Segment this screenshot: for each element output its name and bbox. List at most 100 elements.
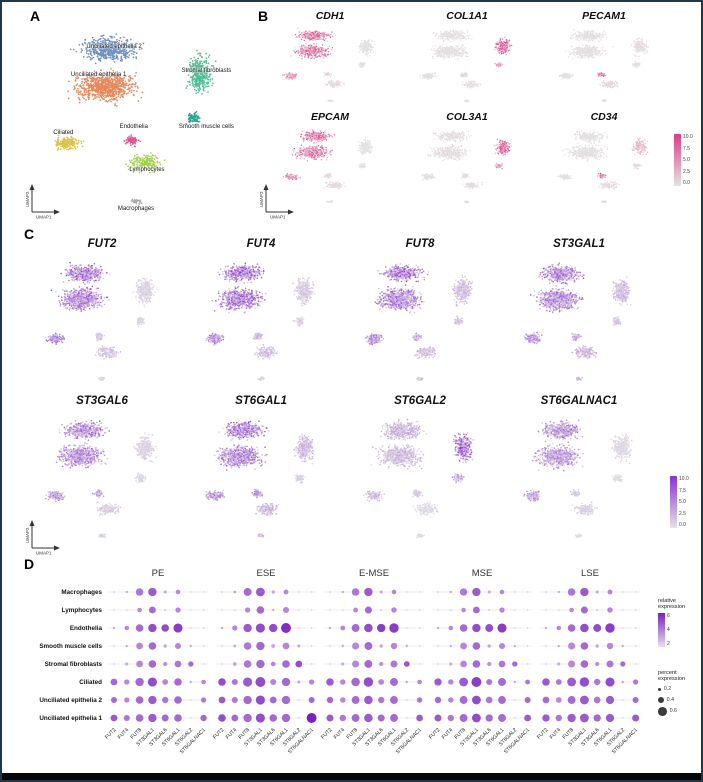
dotplot-dot	[233, 644, 237, 648]
dotplot-dot	[231, 678, 238, 686]
dotplot-dot	[135, 588, 144, 596]
dotplot-dot	[379, 661, 384, 667]
dotplot-dot	[593, 624, 602, 632]
dotplot-dot	[310, 609, 313, 611]
umap2-axis-label: UMAP2	[259, 191, 264, 207]
dotplot-dot	[243, 677, 253, 687]
dotplot-dot	[632, 714, 640, 722]
dotplot-dot	[162, 679, 169, 685]
dotplot-dot	[202, 609, 205, 611]
umap-axes-arrows: UMAP2 UMAP1	[25, 184, 60, 220]
dotplot-dot	[148, 606, 156, 614]
feature-plot-pecam1	[542, 23, 666, 107]
dotplot-row-label: Macrophages	[61, 589, 102, 596]
dotplot-dot	[113, 663, 115, 665]
dotplot-dot	[544, 626, 548, 630]
dotplot-dot	[351, 624, 360, 632]
dotplot-dot	[243, 660, 252, 668]
dotplot-dot	[557, 590, 560, 594]
relative-expression-legend: relative expression 6 4 2	[658, 598, 701, 647]
dotplot-dot	[437, 591, 439, 593]
dotplot-dot	[569, 607, 574, 613]
dotplot-dot	[390, 678, 398, 686]
dotplot-dot	[634, 663, 637, 665]
facet-header-lse: LSE	[581, 568, 599, 579]
dotplot-dot	[281, 623, 291, 633]
dotplot-dot	[175, 607, 181, 613]
dotplot-dot	[243, 588, 252, 596]
dotplot-dot	[418, 645, 421, 647]
umap2-axis-label: UMAP2	[25, 527, 30, 543]
dotplot-dot	[282, 660, 290, 668]
colorbar-tick: 7.5	[679, 487, 686, 494]
umap-axes-arrows: UMAP2 UMAP1	[259, 184, 294, 220]
dotplot-dot	[606, 660, 614, 668]
dotplot-dot	[390, 660, 398, 668]
dotplot-dot	[567, 696, 576, 704]
dotplot-dot	[364, 713, 373, 723]
dotplot-dot	[125, 662, 129, 666]
dotplot-dot	[124, 625, 130, 631]
dotplot-dot	[580, 606, 588, 614]
dotplot-dot	[173, 623, 183, 633]
panel-d-label: D	[24, 556, 35, 572]
dotplot-dot	[218, 678, 226, 686]
dotplot-dot	[499, 607, 505, 613]
dotplot-dot	[351, 588, 360, 596]
dotplot-dot	[405, 644, 409, 648]
dotplot-dot	[189, 644, 192, 648]
dotplot-dot	[488, 609, 491, 611]
dotplot-dot	[579, 713, 589, 723]
dotplot-dot	[220, 626, 224, 630]
dotplot-dot	[162, 696, 169, 704]
dotplot-dot	[605, 695, 615, 705]
dotplot-dot	[378, 696, 385, 704]
dotplot-dot	[221, 609, 223, 611]
dotplot-dot	[231, 714, 239, 722]
dotplot-dot	[218, 696, 226, 704]
dotplot-dot	[283, 589, 289, 595]
dotplot-dot	[498, 660, 506, 668]
dotplot-dot	[174, 660, 182, 668]
colorbar-gradient	[670, 476, 677, 528]
colorbar-tick: 2.5	[683, 168, 690, 175]
dotplot-row-label: Endothelia	[70, 625, 103, 632]
dotplot-dot	[271, 644, 276, 648]
dotplot-dot	[255, 695, 265, 705]
dotplot-dot	[459, 588, 468, 596]
dotplot-dot	[352, 642, 360, 650]
dotplot-dot	[514, 591, 516, 593]
dotplot-dot	[557, 644, 560, 648]
relative-expression-bar-wrap: 6 4 2	[658, 612, 701, 647]
dotplot-dot	[472, 642, 481, 650]
dotplot-dot	[595, 590, 599, 594]
dotplot-dot	[298, 699, 300, 701]
dotplot-dot	[450, 609, 452, 611]
dotplot-dot	[557, 662, 561, 666]
dotplot-dot	[622, 609, 624, 611]
dotplot-dot	[243, 695, 252, 705]
dotplot-dot	[593, 714, 601, 722]
umap-celltypes-canvas	[26, 20, 246, 216]
colorbar-tick: 7.5	[683, 145, 690, 152]
dotplot-dot	[164, 609, 167, 611]
dotplot-row-label: Ciliated	[79, 679, 102, 686]
dotplot-dot	[579, 677, 590, 687]
dotplot-dot	[595, 661, 600, 667]
facet-header-ese: ESE	[256, 568, 275, 579]
dotplot-dot	[364, 642, 373, 650]
dotplot-dot	[525, 679, 531, 685]
dotplot-dot	[364, 623, 373, 633]
dotplot-dot	[364, 606, 372, 614]
cluster-label-endothelia: Endothelia	[119, 123, 148, 130]
dotplot-dot	[605, 677, 615, 687]
dotplot-dot	[200, 714, 207, 722]
dotplot-dot	[555, 714, 562, 722]
dotplot-dot	[341, 644, 345, 648]
dotplot-panel: Macrophages Lymphocytes Endothelia Smooth m…	[16, 558, 701, 776]
dotplot-dot	[306, 713, 317, 723]
feature-plot-st6gal1	[187, 410, 335, 546]
dotplot-dot	[298, 717, 300, 719]
dotplot-dot	[567, 677, 577, 687]
umap-axes-arrows: UMAP2 UMAP1	[25, 520, 60, 556]
